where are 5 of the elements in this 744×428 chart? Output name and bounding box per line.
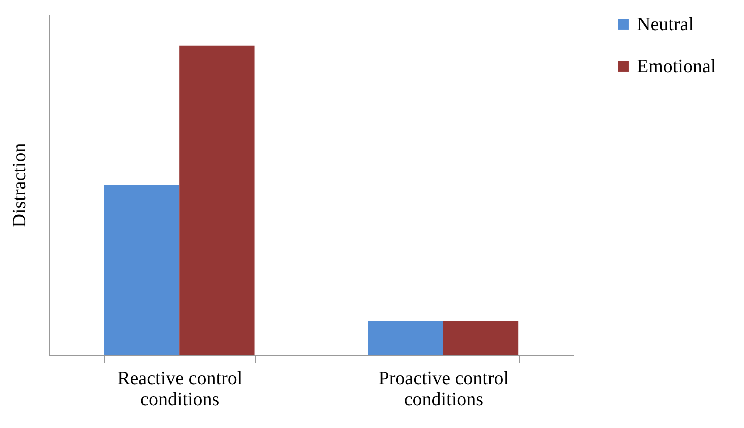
legend-label: Neutral: [637, 14, 694, 36]
x-tick-label: Reactive control conditions: [118, 368, 243, 410]
legend-label: Emotional: [637, 56, 716, 78]
x-tick-label: Proactive control conditions: [378, 368, 510, 410]
y-axis-title: Distraction: [10, 142, 30, 228]
